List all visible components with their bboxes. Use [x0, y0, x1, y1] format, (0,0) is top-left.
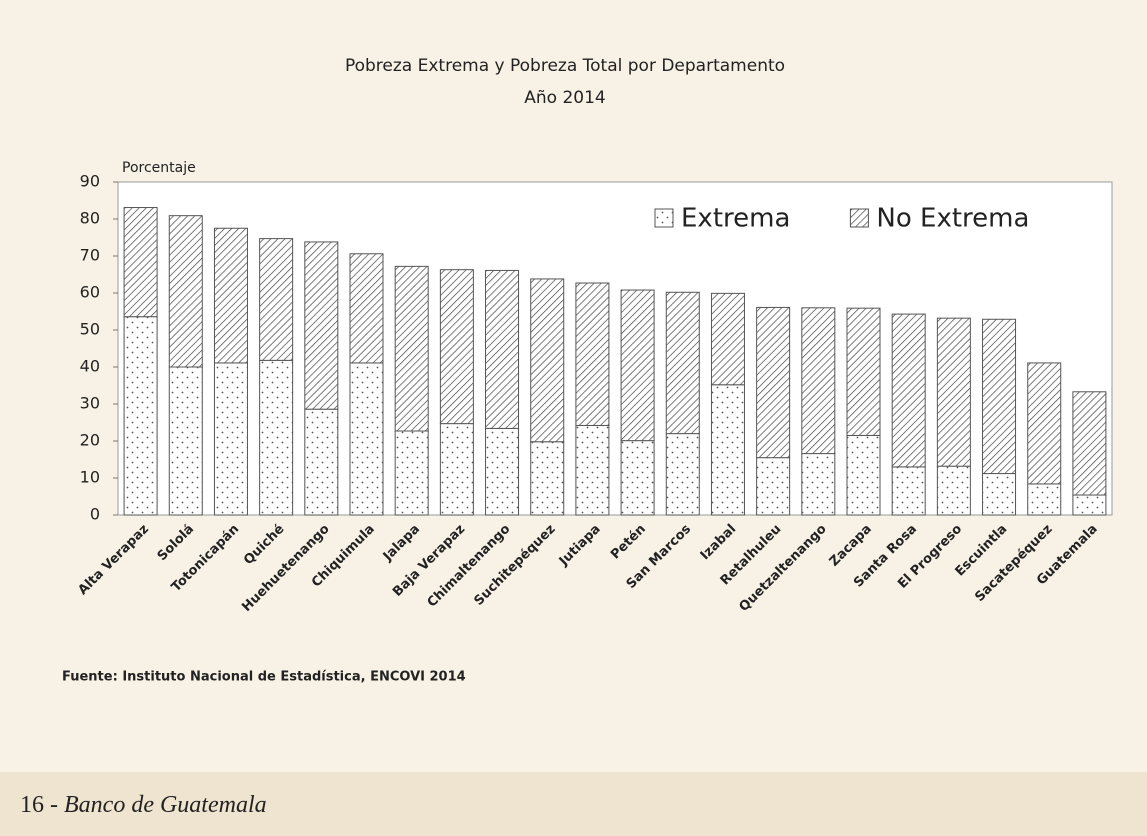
bar-segment: [168, 366, 203, 516]
bar-segment: [168, 215, 203, 368]
bar-segment: [123, 207, 158, 318]
y-tick-label: 30: [80, 394, 100, 413]
y-tick-label: 70: [80, 246, 100, 265]
y-tick-label: 90: [80, 172, 100, 191]
bar-segment: [665, 433, 700, 516]
bar-segment: [575, 282, 610, 426]
legend-swatch: [849, 208, 869, 228]
bar-segment: [801, 453, 836, 516]
bar-segment: [756, 457, 791, 516]
bar-segment: [259, 238, 294, 361]
bar-segment: [349, 362, 384, 516]
bar-segment: [891, 313, 926, 468]
y-axis-label: Porcentaje: [122, 160, 196, 176]
bar-segment: [394, 430, 429, 516]
bar-segment: [891, 466, 926, 516]
footer: 16 - Banco de Guatemala: [20, 792, 267, 818]
bar-segment: [304, 408, 339, 516]
bar-segment: [665, 291, 700, 435]
y-tick-label: 50: [80, 320, 100, 339]
bar-segment: [213, 227, 248, 364]
bar-segment: [485, 269, 520, 429]
y-tick-label: 80: [80, 209, 100, 228]
bar-segment: [485, 427, 520, 516]
bar-segment: [982, 318, 1017, 475]
bar-segment: [846, 307, 881, 436]
bar-segment: [259, 359, 294, 516]
footer-text: Banco de Guatemala: [64, 792, 267, 818]
legend-swatch: [654, 208, 674, 228]
bar-segment: [394, 265, 429, 432]
bar-segment: [1027, 362, 1062, 485]
y-tick-label: 20: [80, 431, 100, 450]
bar-segment: [936, 317, 971, 467]
y-tick-label: 40: [80, 357, 100, 376]
source: Fuente: Instituto Nacional de Estadístic…: [62, 670, 466, 685]
footer-number: 16 -: [20, 792, 58, 818]
bar-segment: [439, 423, 474, 516]
chart-subtitle: Año 2014: [524, 88, 605, 108]
legend-label: No Extrema: [876, 204, 1029, 234]
y-tick-label: 60: [80, 283, 100, 302]
footer-band: [0, 772, 1147, 836]
y-tick-label: 0: [90, 505, 100, 524]
bar-segment: [530, 278, 565, 443]
bar-segment: [575, 424, 610, 516]
bar-segment: [439, 269, 474, 425]
bar-segment: [710, 384, 745, 516]
bar-segment: [123, 316, 158, 516]
bar-segment: [1072, 494, 1107, 516]
bar-segment: [801, 307, 836, 455]
bar-segment: [620, 440, 655, 516]
bar-segment: [710, 292, 745, 386]
bar-segment: [982, 473, 1017, 516]
bar-segment: [213, 362, 248, 516]
bar-segment: [1072, 391, 1107, 496]
bar-segment: [530, 441, 565, 516]
bar-segment: [304, 241, 339, 410]
bar-segment: [756, 306, 791, 459]
bar-segment: [936, 465, 971, 516]
bar-segment: [349, 253, 384, 364]
chart-title: Pobreza Extrema y Pobreza Total por Depa…: [345, 56, 785, 76]
bar-segment: [620, 289, 655, 442]
y-tick-label: 10: [80, 468, 100, 487]
legend-label: Extrema: [681, 204, 790, 234]
bar-segment: [1027, 483, 1062, 516]
bar-segment: [846, 434, 881, 516]
